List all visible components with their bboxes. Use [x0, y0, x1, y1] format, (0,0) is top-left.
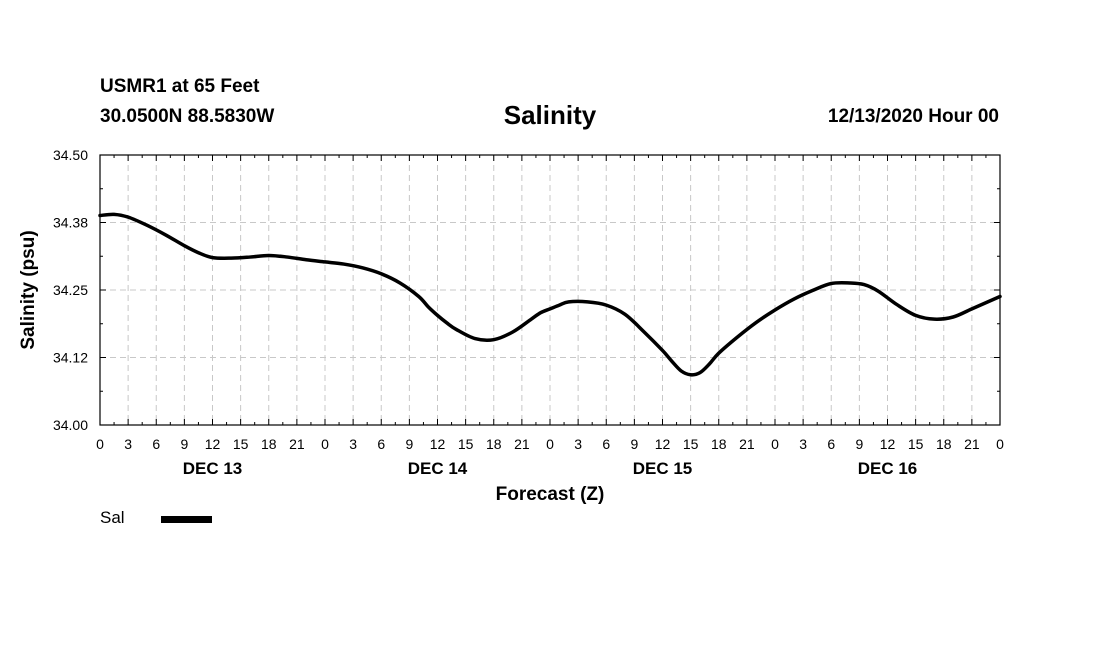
- y-tick-label: 34.50: [53, 147, 88, 163]
- x-axis-label: Forecast (Z): [496, 484, 605, 505]
- x-tick-label: 15: [233, 436, 249, 452]
- x-tick-label: 0: [321, 436, 329, 452]
- x-tick-label: 18: [711, 436, 727, 452]
- x-tick-label: 0: [96, 436, 104, 452]
- coordinates-label: 30.0500N 88.5830W: [100, 106, 275, 127]
- forecast-datetime: 12/13/2020 Hour 00: [827, 106, 999, 127]
- x-tick-label: 6: [377, 436, 385, 452]
- x-tick-label: 15: [458, 436, 474, 452]
- x-tick-label: 15: [908, 436, 924, 452]
- x-tick-label: 0: [546, 436, 554, 452]
- y-tick-label: 34.25: [53, 282, 88, 298]
- x-tick-label: 6: [152, 436, 160, 452]
- y-axis-label: Salinity (psu): [18, 230, 39, 349]
- day-label: DEC 16: [858, 459, 918, 478]
- day-label: DEC 14: [408, 459, 468, 478]
- x-tick-label: 12: [655, 436, 671, 452]
- x-tick-label: 0: [996, 436, 1004, 452]
- x-tick-label: 3: [799, 436, 807, 452]
- day-label: DEC 15: [633, 459, 693, 478]
- x-tick-label: 21: [964, 436, 980, 452]
- x-tick-label: 12: [880, 436, 896, 452]
- x-tick-label: 3: [574, 436, 582, 452]
- x-tick-label: 9: [405, 436, 413, 452]
- series-line-sal: [98, 212, 1002, 377]
- x-tick-label: 18: [936, 436, 952, 452]
- x-tick-label: 18: [486, 436, 502, 452]
- y-tick-label: 34.00: [53, 417, 88, 433]
- legend-swatch: [161, 516, 212, 523]
- x-tick-label: 21: [739, 436, 755, 452]
- x-tick-label: 15: [683, 436, 699, 452]
- x-tick-label: 6: [602, 436, 610, 452]
- x-tick-label: 0: [771, 436, 779, 452]
- x-tick-label: 21: [289, 436, 305, 452]
- legend-label: Sal: [100, 508, 125, 527]
- day-label: DEC 13: [183, 459, 243, 478]
- x-tick-label: 9: [180, 436, 188, 452]
- x-tick-label: 12: [430, 436, 446, 452]
- y-tick-label: 34.12: [53, 350, 88, 366]
- x-tick-label: 9: [630, 436, 638, 452]
- y-tick-label: 34.38: [53, 215, 88, 231]
- x-tick-label: 9: [855, 436, 863, 452]
- x-tick-label: 21: [514, 436, 530, 452]
- station-label: USMR1 at 65 Feet: [100, 76, 260, 97]
- x-tick-label: 3: [349, 436, 357, 452]
- x-tick-label: 12: [205, 436, 221, 452]
- x-tick-label: 6: [827, 436, 835, 452]
- x-tick-label: 18: [261, 436, 277, 452]
- x-tick-label: 3: [124, 436, 132, 452]
- chart-title: Salinity: [503, 100, 597, 130]
